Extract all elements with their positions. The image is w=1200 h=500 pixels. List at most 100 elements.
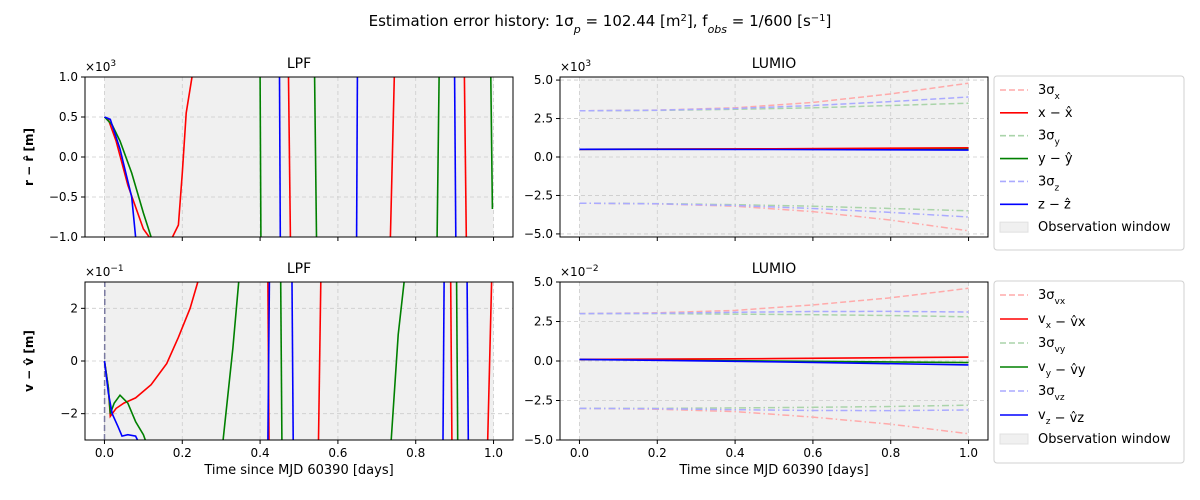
series-line (355, 77, 359, 237)
title-part: −1 (811, 13, 826, 24)
y-tick-label: 2 (70, 301, 78, 315)
title-part: ] (826, 12, 832, 30)
legend-label: x − x̂ (1038, 106, 1073, 121)
legend-label: vx − v̂x (1038, 312, 1086, 331)
series-group (579, 287, 969, 435)
y-tick-label: 5.0 (534, 73, 553, 87)
subplot-title: LPF (287, 261, 311, 277)
title-part: = 102.44 [m (581, 12, 681, 30)
legend-entry: 3σvx (1000, 288, 1066, 307)
legend-label: Observation window (1038, 432, 1171, 447)
series-line (455, 282, 459, 440)
legend_vel: 3σvx vx − v̂x 3σvy vy − v̂y 3σvz vz − v̂z Obse… (993, 280, 1185, 464)
legend_pos: 3σx x − x̂ 3σy y − ŷ 3σz z − ẑ Observation win… (993, 75, 1185, 251)
y-tick-label: 0.0 (534, 354, 553, 368)
legend-box (993, 280, 1185, 464)
legend-label: 3σvy (1038, 336, 1066, 355)
series-line (222, 282, 240, 440)
y-tick-label: 0.5 (59, 110, 78, 124)
y-tick-label: 0.0 (534, 150, 553, 164)
y-tick-label: 0 (70, 354, 78, 368)
x-tick-label: 0.6 (803, 446, 822, 460)
y-tick-label: −2.5 (524, 394, 553, 408)
x-tick-label: 0.8 (406, 446, 425, 460)
legend-entry: 3σvy (1000, 336, 1066, 355)
legend-entry: 3σx (1000, 83, 1061, 102)
legend-entry: 3σy (1000, 129, 1061, 148)
x-tick-label: 0.0 (95, 446, 114, 460)
subplot-title: LPF (287, 56, 311, 72)
series-line (287, 77, 292, 237)
legend-label: z − ẑ (1038, 197, 1071, 212)
series-line (442, 282, 445, 440)
legend-label: vz − v̂z (1038, 408, 1084, 427)
legend-entry: vy − v̂y (1000, 360, 1086, 379)
axis-scale-label: ×10−2 (560, 264, 599, 279)
legend-entry: z − ẑ (1000, 197, 1071, 212)
legend-label: 3σz (1038, 174, 1060, 193)
subplot-title: LUMIO (752, 56, 797, 72)
x-tick-label: 0.4 (726, 446, 745, 460)
y-tick-label: 1.0 (59, 70, 78, 84)
x-tick-label: 0.2 (173, 446, 192, 460)
y-tick-label: 2.5 (534, 315, 553, 329)
legend-entry: vz − v̂z (1000, 408, 1084, 427)
y-tick-label: −0.5 (49, 190, 78, 204)
subplot-vel_lpf: 0.0 0.2 0.4 0.6 0.8 1.0 Time since MJD 60390 [… (22, 261, 514, 478)
y-tick-label: 5.0 (534, 275, 553, 289)
axis-scale-label: ×10−1 (85, 264, 124, 279)
x-axis-label: Time since MJD 60390 [days] (203, 463, 393, 478)
y-axis-label: v − v̂ [m] (22, 330, 36, 392)
legend-label: 3σvx (1038, 288, 1066, 307)
legend-entry: y − ŷ (1000, 152, 1073, 167)
legend-entry: 3σz (1000, 174, 1060, 193)
subplots: −1.0 −0.5 0.0 0.5 1.0 r − r̂ [m] ×103 LPF −5.0 −2… (22, 56, 989, 478)
axis-scale-label: ×103 (85, 59, 116, 74)
legend-box (993, 75, 1185, 251)
series-line (390, 282, 405, 440)
title-part: = 1/600 [s (727, 12, 811, 30)
y-tick-label: −2 (60, 407, 78, 421)
series-line (463, 77, 468, 237)
series-line (267, 282, 271, 440)
y-tick-label: −5.0 (524, 227, 553, 241)
title-part: Estimation error history: 1σ (369, 12, 575, 30)
subplot-pos_lumio: −5.0 −2.5 0.0 2.5 5.0 ×103 LUMIO (524, 56, 989, 241)
legends: 3σx x − x̂ 3σy y − ŷ 3σz z − ẑ Observation win… (993, 75, 1185, 464)
legend-entry: vx − v̂x (1000, 312, 1086, 331)
x-axis-label: Time since MJD 60390 [days] (678, 463, 868, 478)
y-tick-label: 2.5 (534, 112, 553, 126)
x-tick-label: 0.4 (251, 446, 270, 460)
y-tick-label: −2.5 (524, 188, 553, 202)
series-line (579, 407, 969, 412)
legend-entry: Observation window (999, 220, 1171, 235)
subplot-pos_lpf: −1.0 −0.5 0.0 0.5 1.0 r − r̂ [m] ×103 LPF (22, 56, 514, 244)
series-line (389, 77, 396, 237)
title-part: p (573, 23, 581, 36)
legend-entry: 3σvz (1000, 384, 1065, 403)
series-group (579, 82, 969, 232)
series-line (291, 282, 294, 440)
legend-label: 3σvz (1038, 384, 1065, 403)
series-line (579, 356, 969, 361)
series-line (579, 148, 969, 151)
axis-scale-label: ×103 (560, 59, 591, 74)
series-group (103, 77, 494, 237)
legend-label: 3σy (1038, 129, 1061, 148)
series-line (259, 77, 262, 237)
series-line (486, 282, 493, 440)
x-tick-label: 0.8 (881, 446, 900, 460)
x-tick-label: 0.0 (570, 446, 589, 460)
series-line (579, 96, 969, 112)
legend-entry: Observation window (999, 432, 1171, 447)
y-tick-label: −1.0 (49, 230, 78, 244)
subplot-title: LUMIO (752, 261, 797, 277)
title-part: ], f (687, 12, 708, 30)
y-axis-label: r − r̂ [m] (22, 128, 36, 186)
series-line (579, 358, 969, 366)
series-group (103, 282, 493, 440)
legend-label: vy − v̂y (1038, 360, 1086, 379)
title-part: 2 (681, 13, 687, 24)
legend-label: Observation window (1038, 220, 1171, 235)
